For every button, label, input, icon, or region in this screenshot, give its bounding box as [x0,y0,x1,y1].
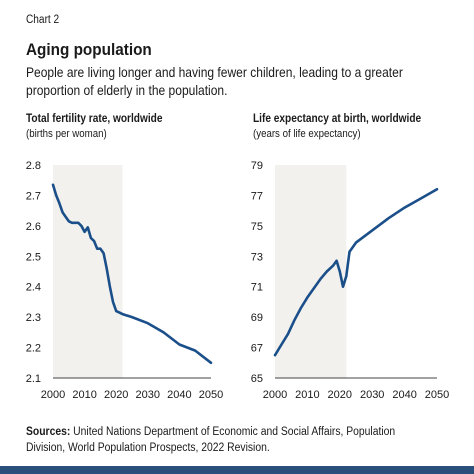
page-subtitle: People are living longer and having fewe… [26,64,403,98]
life-expectancy-chart-title: Life expectancy at birth, worldwide [253,113,422,125]
x-tick-label: 2010 [295,389,319,401]
y-tick-label: 2.5 [26,251,41,263]
x-tick-label: 2050 [425,389,449,401]
y-tick-label: 71 [251,282,263,294]
y-tick-label: 65 [251,373,263,385]
y-tick-label: 2.1 [26,373,41,385]
historical-shade [53,165,123,378]
x-tick-label: 2030 [136,389,160,401]
x-tick-label: 2020 [104,389,128,401]
y-tick-label: 2.6 [26,221,41,233]
y-tick-label: 2.3 [26,312,41,324]
x-tick-label: 2000 [41,389,65,401]
x-tick-label: 2040 [167,389,191,401]
series-line [51,183,213,365]
historical-shade [275,165,347,378]
y-tick-label: 67 [251,343,263,355]
x-tick-label: 2050 [199,389,223,401]
y-tick-label: 79 [251,160,263,172]
chart-number: Chart 2 [26,14,60,26]
page-title: Aging population [26,40,152,59]
fertility-chart-unit: (births per woman) [26,128,107,140]
sources-prefix: Sources: [26,426,71,438]
fertility-chart-title: Total fertility rate, worldwide [26,113,163,125]
y-tick-label: 77 [251,190,263,202]
x-tick-label: 2000 [263,389,287,401]
bottom-accent-bar [0,466,474,474]
y-tick-label: 75 [251,221,263,233]
x-tick-label: 2040 [392,389,416,401]
x-tick-label: 2020 [328,389,352,401]
y-tick-label: 2.8 [26,160,41,172]
series-line [273,188,439,357]
x-tick-label: 2030 [360,389,384,401]
y-tick-label: 2.4 [26,282,41,294]
sources-text: United Nations Department of Economic an… [26,426,396,454]
y-tick-label: 2.7 [26,190,41,202]
sources-note: Sources: United Nations Department of Ec… [26,424,422,456]
y-tick-label: 2.2 [26,343,41,355]
y-tick-label: 73 [251,251,263,263]
life-expectancy-chart-unit: (years of life expectancy) [253,128,361,140]
x-tick-label: 2010 [72,389,96,401]
y-tick-label: 69 [251,312,263,324]
